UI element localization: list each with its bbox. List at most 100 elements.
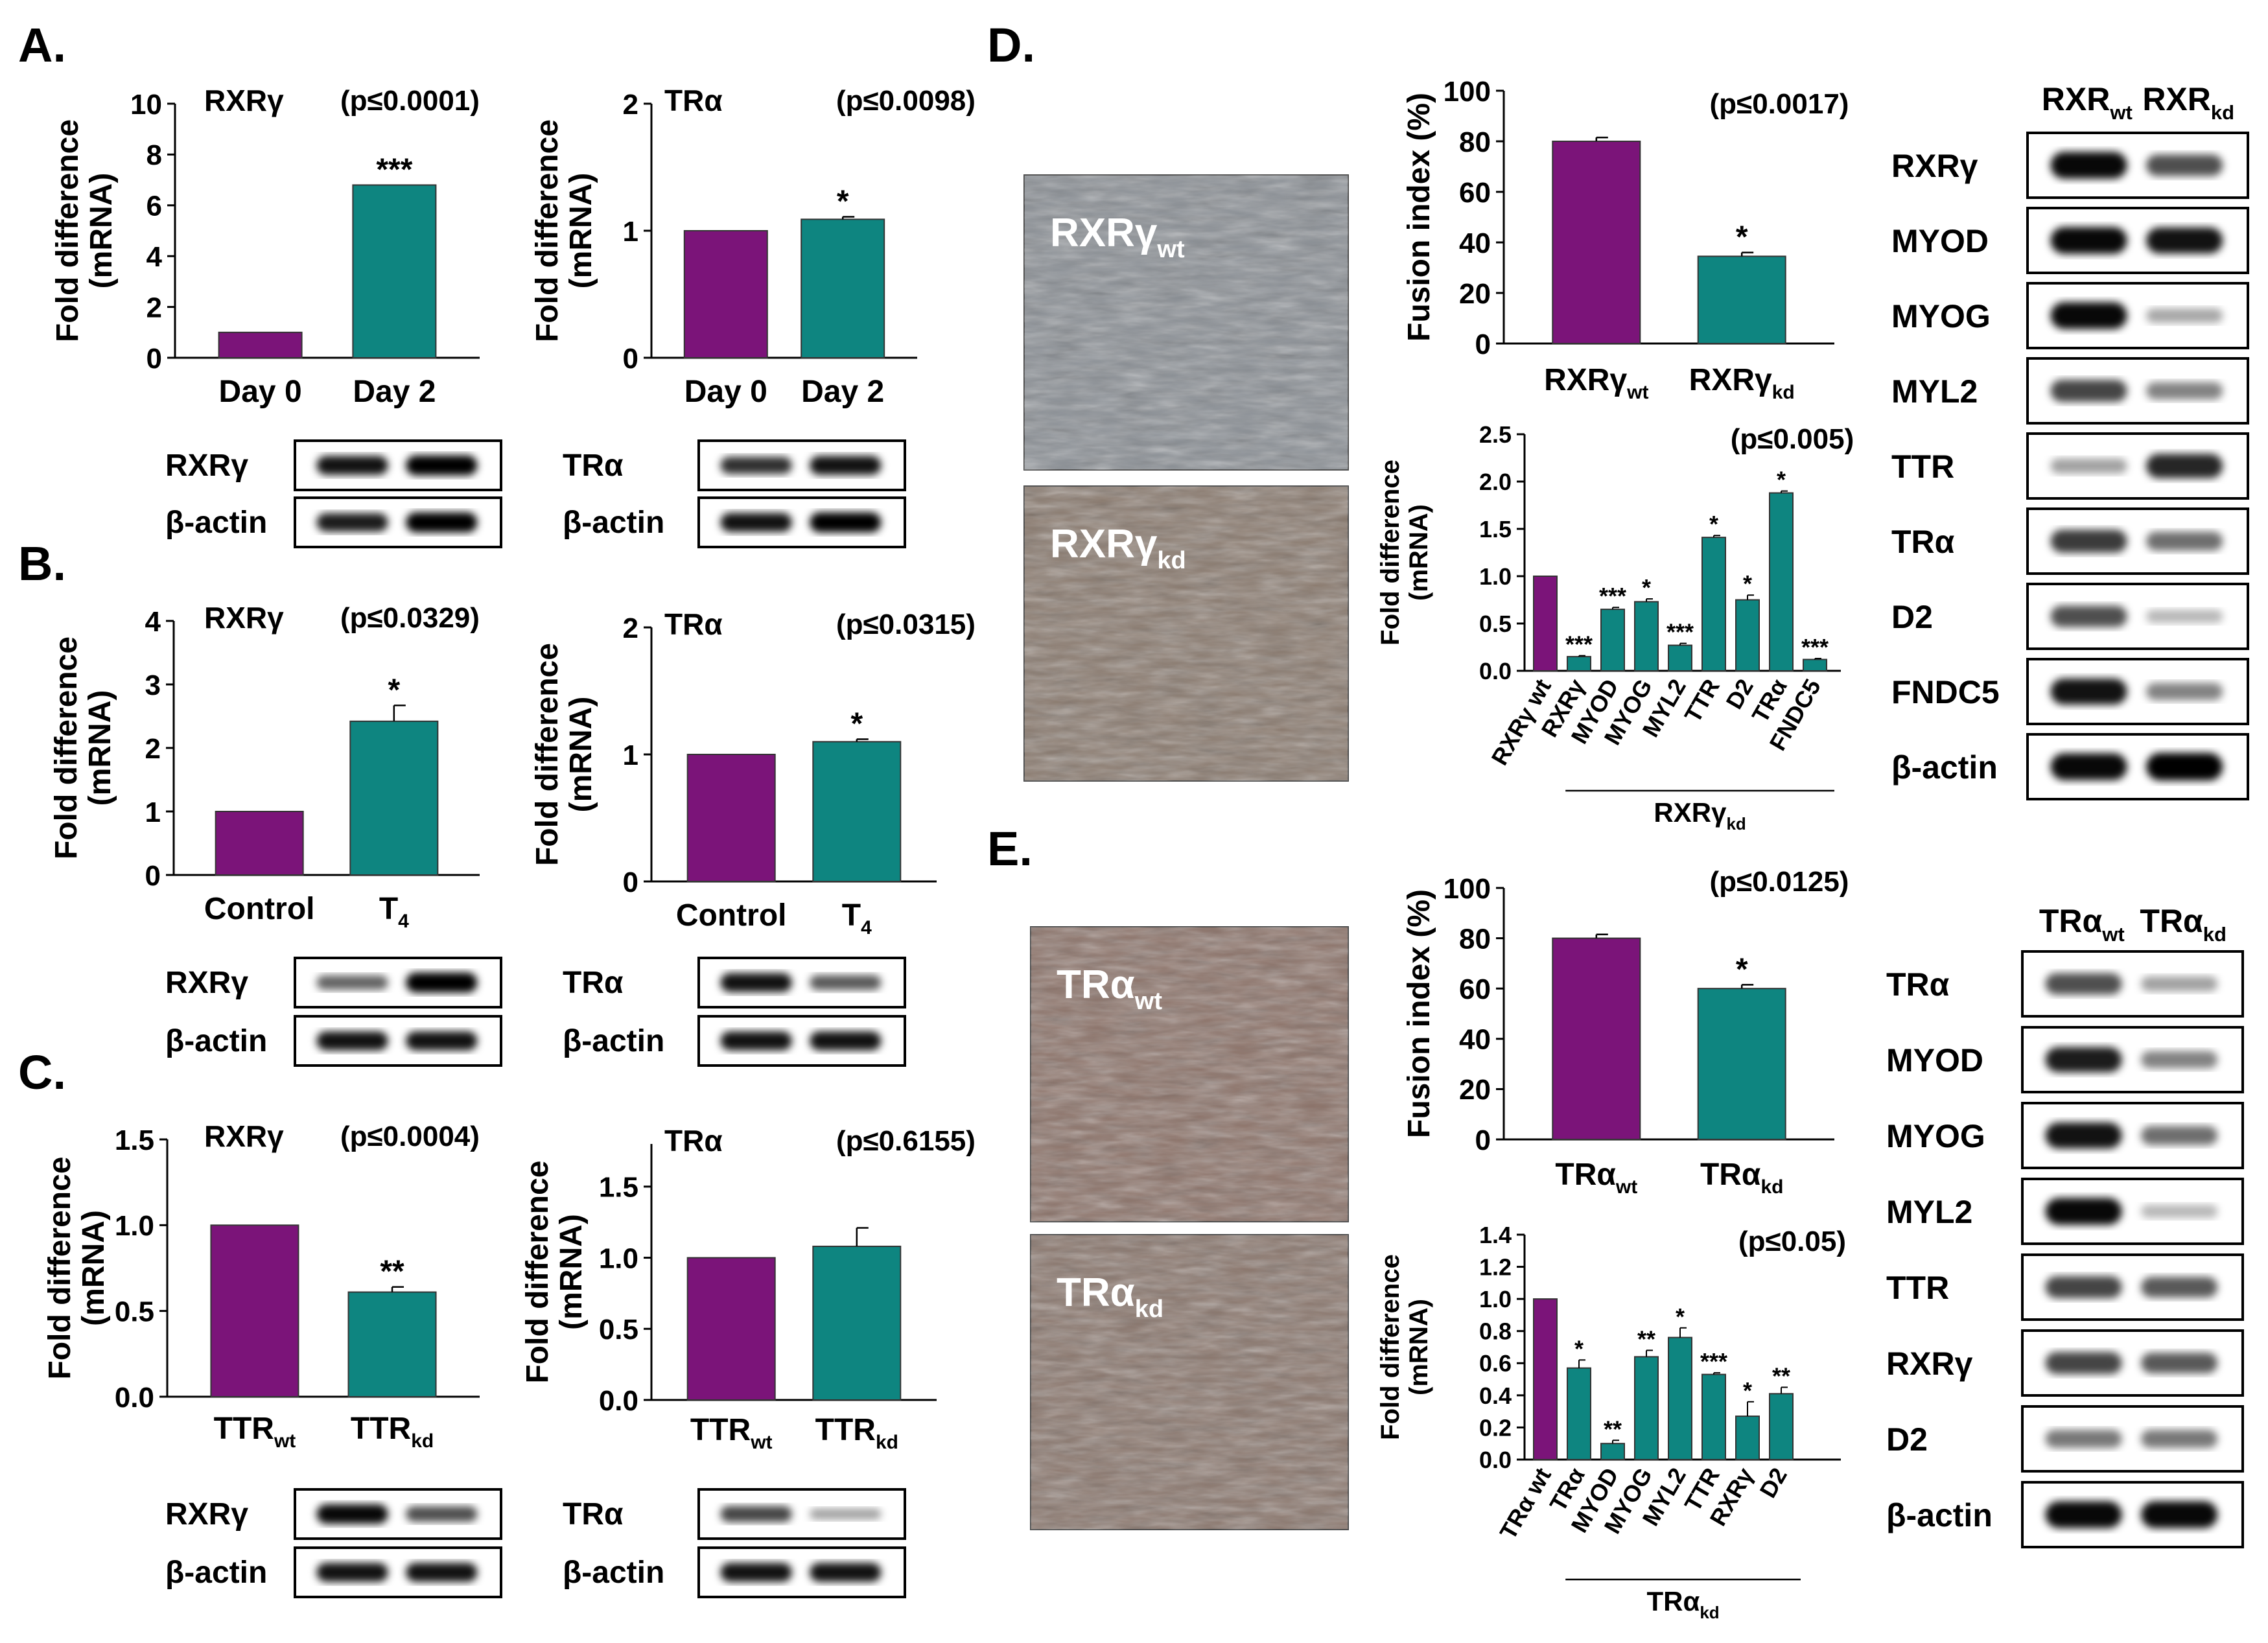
blot-row-label: D2 — [1886, 1421, 1928, 1458]
blot-row-label: β-actin — [563, 1556, 664, 1590]
band-kd — [810, 456, 882, 475]
band-kd — [2141, 1126, 2218, 1145]
y-tick-label: 8 — [146, 139, 162, 171]
x-category-label: Day 2 — [353, 375, 436, 409]
significance-mark: *** — [1700, 1348, 1727, 1375]
y-tick-label: 1.5 — [1479, 516, 1512, 542]
x-category-label: Control — [676, 898, 787, 933]
panel-label-e: E. — [987, 822, 1033, 876]
band-kd — [2146, 227, 2223, 254]
micrograph-label: RXRγwt — [1050, 211, 1185, 263]
y-tick-label: 0 — [145, 860, 161, 892]
band-wt — [2045, 973, 2122, 995]
y-tick-label: 0 — [1475, 329, 1491, 360]
bar-ttr — [1701, 537, 1726, 672]
blot-row-label: TRα — [563, 1497, 624, 1532]
panel-label-a: A. — [18, 18, 66, 72]
chart-c2: 0.0 0.5 1.0 1.5 Fold difference (mRNA) TRα (p≤0… — [520, 1124, 976, 1453]
y-tick-label: 0 — [623, 867, 638, 898]
y-tick-label: 0 — [1475, 1124, 1491, 1156]
blot-c2: TRα β-actin — [563, 1488, 906, 1598]
band-wt — [720, 1506, 792, 1522]
blot-row-label: MYOG — [1886, 1118, 1985, 1154]
significance-mark: * — [1743, 570, 1752, 597]
blot-row-label: TTR — [1891, 449, 1954, 485]
band-wt — [316, 975, 388, 990]
micrograph-label: RXRγkd — [1050, 522, 1186, 574]
blot-a2: TRα β-actin — [563, 439, 906, 548]
y-axis-label: Fusion index (%) — [1402, 93, 1436, 342]
x-category-label: RXRγkd — [1689, 363, 1795, 403]
bar-trα — [1567, 1367, 1591, 1460]
bar-treatment — [812, 1246, 902, 1401]
y-tick-label: 1 — [623, 216, 638, 248]
bar-control — [1552, 937, 1641, 1140]
bar-control — [1552, 141, 1641, 344]
bar-control — [686, 1257, 776, 1401]
band-wt — [2050, 605, 2127, 627]
significance-mark: * — [850, 706, 863, 741]
y-tick-label: 0.5 — [115, 1296, 154, 1328]
chart-gene-title: TRα — [664, 1124, 723, 1158]
y-tick-label: 40 — [1459, 227, 1491, 259]
significance-mark: * — [1709, 511, 1718, 537]
blot-row-label: TRα — [1891, 524, 1955, 560]
band-wt — [2050, 458, 2127, 474]
significance-mark: * — [1574, 1335, 1584, 1362]
blot-row-label: RXRγ — [165, 1497, 248, 1532]
bar-myog — [1634, 601, 1659, 671]
y-tick-label: 0.5 — [599, 1314, 638, 1346]
bar-control — [686, 754, 776, 882]
band-kd — [2141, 1204, 2218, 1218]
band-kd — [2146, 382, 2223, 400]
band-wt — [720, 1563, 792, 1582]
y-tick-label: 20 — [1459, 1074, 1491, 1106]
y-axis-label: Fold difference — [520, 1160, 555, 1383]
x-category-label: T4 — [379, 892, 409, 932]
band-kd — [2141, 976, 2218, 992]
chart-b1: 0 1 2 3 4 Fold difference (mRNA) RXRγ (p≤0.0329)… — [49, 601, 480, 932]
bar-treatment — [1697, 255, 1786, 345]
significance-mark: *** — [1801, 634, 1829, 660]
y-tick-label: 2.5 — [1479, 421, 1512, 448]
band-wt — [316, 1504, 388, 1524]
chart-p-value: (p≤0.0125) — [1710, 866, 1849, 898]
blot-row-label: TTR — [1886, 1270, 1949, 1306]
band-kd — [406, 1506, 478, 1522]
chart-p-value: (p≤0.6155) — [836, 1125, 976, 1157]
x-category-label: Day 2 — [801, 375, 884, 409]
micrograph: TRαkd — [1030, 1234, 1349, 1530]
band-kd — [406, 1563, 478, 1582]
chart-gene-title: RXRγ — [204, 601, 284, 635]
blot-row-label: FNDC5 — [1891, 674, 2000, 710]
band-kd — [2141, 1051, 2218, 1069]
y-axis-label: Fold difference — [1376, 460, 1405, 646]
band-wt — [2045, 1430, 2122, 1448]
band-wt — [2050, 678, 2127, 705]
blot-row-label: β-actin — [165, 1024, 267, 1058]
y-tick-label: 60 — [1459, 177, 1491, 209]
micrograph-texture — [1024, 486, 1348, 781]
band-wt — [2045, 1501, 2122, 1528]
y-tick-label: 4 — [145, 606, 161, 638]
band-wt — [2050, 379, 2127, 402]
bar-rxrγ — [1735, 1416, 1760, 1461]
blot-row-label: RXRγ — [165, 966, 248, 1000]
y-tick-label: 80 — [1459, 923, 1491, 955]
y-tick-label: 4 — [146, 241, 163, 273]
bar-treatment — [801, 218, 885, 358]
band-wt — [2050, 152, 2127, 179]
blot-row-label: RXRγ — [1891, 148, 1978, 184]
chart-p-value: (p≤0.05) — [1738, 1226, 1846, 1257]
chart-b2: 0 1 2 Fold difference (mRNA) TRα (p≤0.0315) Con… — [530, 607, 976, 938]
bar-control — [215, 811, 304, 876]
chart-gene-title: TRα — [664, 84, 723, 117]
significance-mark: * — [1736, 952, 1748, 986]
y-axis-label-units: (mRNA) — [84, 173, 119, 289]
band-kd — [2146, 154, 2223, 176]
y-tick-label: 80 — [1459, 126, 1491, 158]
band-kd — [406, 972, 478, 993]
band-kd — [2146, 454, 2223, 478]
significance-mark: *** — [1565, 631, 1593, 658]
